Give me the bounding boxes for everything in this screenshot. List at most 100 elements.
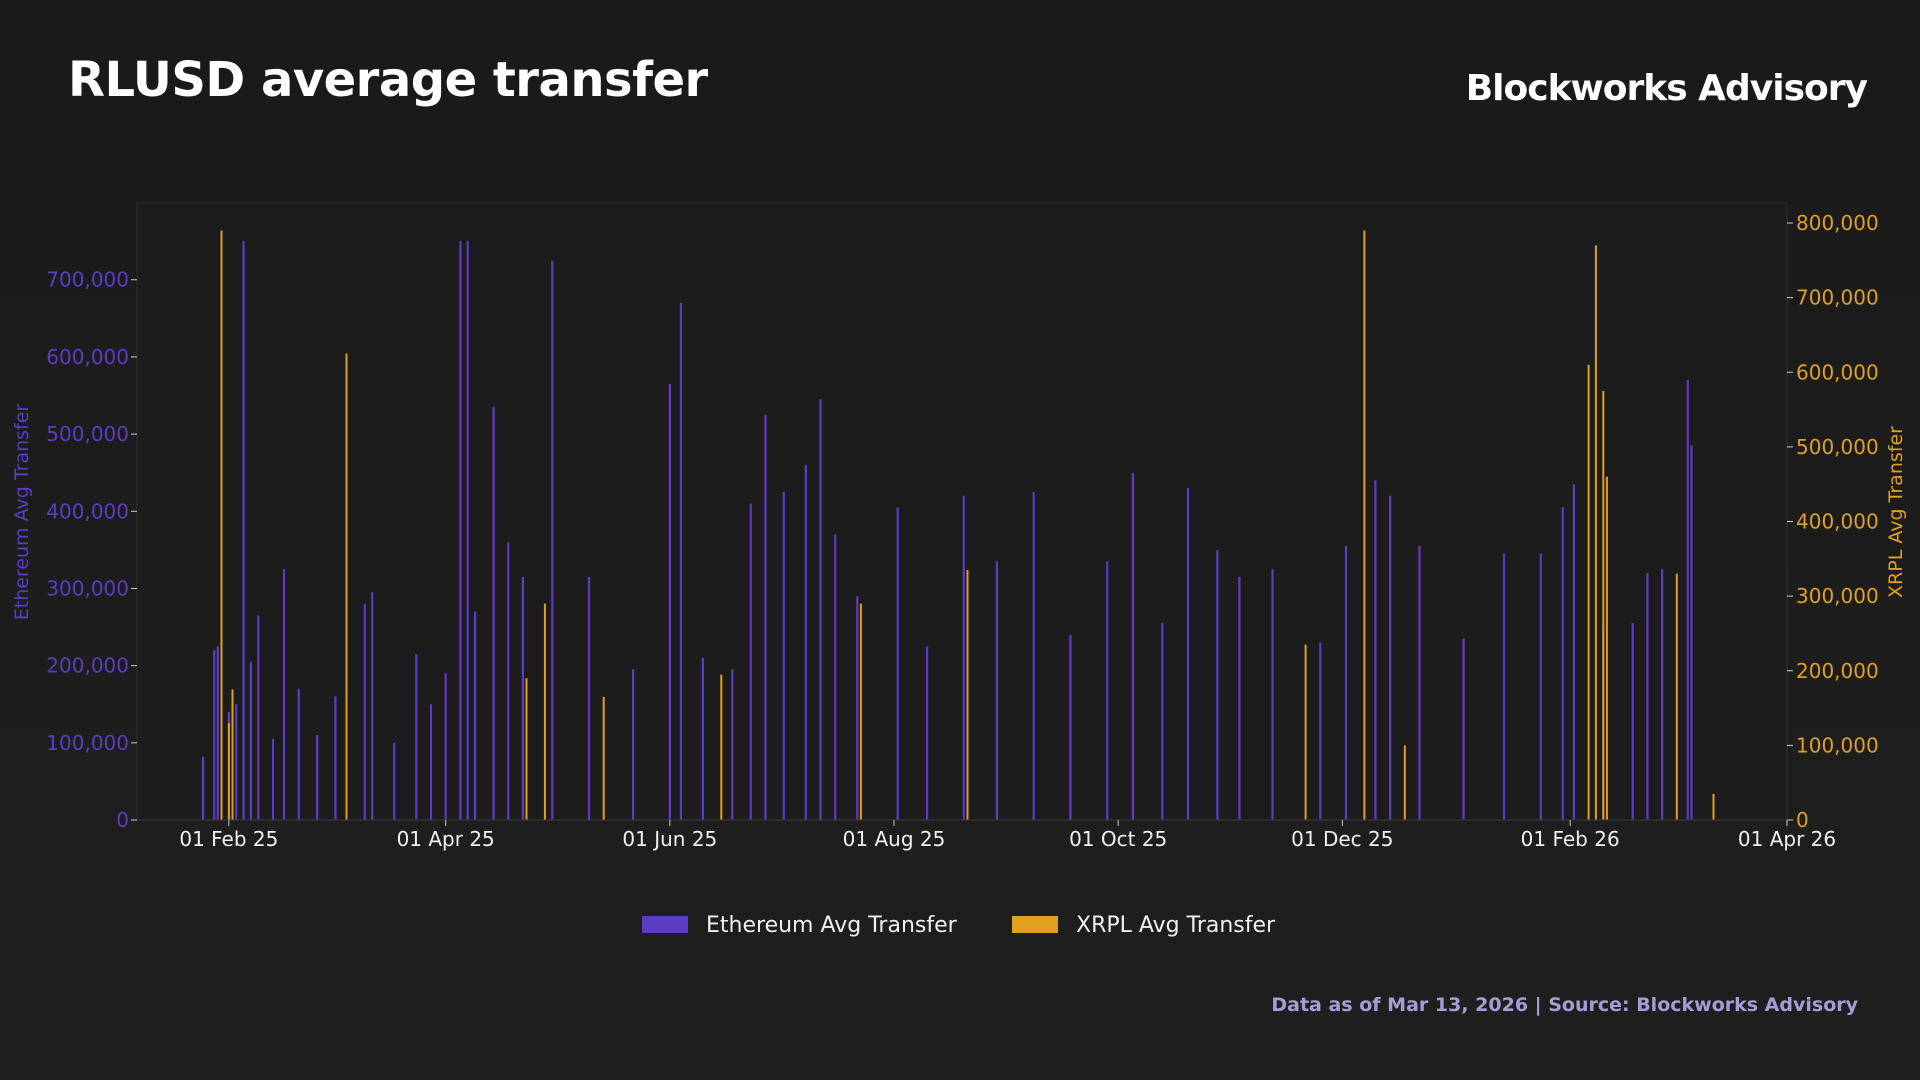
legend-swatch xyxy=(1012,916,1058,933)
ethereum-bar xyxy=(249,661,252,820)
y-right-tick-label: 200,000 xyxy=(1796,659,1879,683)
plot-area xyxy=(136,202,1788,821)
ethereum-bar xyxy=(242,241,245,820)
y-left-tick-label: 600,000 xyxy=(46,345,129,369)
ethereum-bar xyxy=(749,503,752,820)
ethereum-bar xyxy=(819,399,822,820)
y-left-tick-label: 300,000 xyxy=(46,576,129,600)
xrpl-bar xyxy=(345,353,348,820)
ethereum-bar xyxy=(271,739,275,820)
ethereum-bar xyxy=(1690,445,1693,820)
legend-swatch xyxy=(642,916,688,933)
x-tick-label: 01 Apr 25 xyxy=(397,827,495,851)
xrpl-bar xyxy=(1594,245,1597,820)
xrpl-bar xyxy=(543,603,546,820)
legend: Ethereum Avg Transfer XRPL Avg Transfer xyxy=(642,913,1276,938)
ethereum-bar xyxy=(1631,623,1634,820)
ethereum-bar xyxy=(363,603,366,820)
ethereum-bar xyxy=(429,704,433,820)
ethereum-bar xyxy=(1344,546,1348,820)
y-axis-right-label: XRPL Avg Transfer xyxy=(1885,426,1907,598)
ethereum-bar xyxy=(701,657,704,820)
y-left-tick-label: 700,000 xyxy=(46,268,129,292)
ethereum-bar xyxy=(282,569,286,820)
ethereum-bar xyxy=(1561,507,1564,820)
ethereum-bar xyxy=(856,596,859,820)
ethereum-bar xyxy=(1161,623,1164,820)
y-right-tick-label: 100,000 xyxy=(1796,733,1879,757)
ethereum-bar xyxy=(474,611,477,820)
ethereum-bar xyxy=(668,383,671,820)
ethereum-bar xyxy=(466,241,469,820)
x-tick-label: 01 Apr 26 xyxy=(1738,827,1836,851)
x-tick-label: 01 Jun 25 xyxy=(622,827,717,851)
y-right-tick-label: 800,000 xyxy=(1796,211,1879,235)
xrpl-bar xyxy=(966,570,969,820)
y-right-tick-label: 500,000 xyxy=(1796,435,1879,459)
xrpl-bar xyxy=(1587,364,1590,820)
ethereum-bar xyxy=(1186,488,1190,820)
xrpl-bar xyxy=(231,689,234,820)
ethereum-bar xyxy=(507,542,510,820)
y-left-tick-label: 100,000 xyxy=(46,731,129,755)
x-tick-label: 01 Dec 25 xyxy=(1291,827,1393,851)
ethereum-bar xyxy=(1418,546,1421,820)
ethereum-bar xyxy=(521,576,524,820)
ethereum-bar xyxy=(415,654,418,820)
xrpl-bar xyxy=(602,696,605,820)
ethereum-bar xyxy=(1539,553,1542,820)
ethereum-bar xyxy=(896,507,899,820)
ethereum-bar xyxy=(632,669,635,820)
ethereum-bar xyxy=(731,669,734,820)
ethereum-bar xyxy=(1131,472,1134,820)
ethereum-bar xyxy=(764,414,767,820)
ethereum-bar xyxy=(235,704,238,820)
x-tick-label: 01 Feb 26 xyxy=(1521,827,1620,851)
ethereum-bar xyxy=(1389,495,1392,820)
xrpl-bar xyxy=(220,230,223,820)
page-title: RLUSD average transfer xyxy=(68,52,708,108)
ethereum-bar xyxy=(316,735,319,820)
axes-group: 01 Feb 25 01 Apr 25 01 Jun 25 01 Aug 25 01 O… xyxy=(46,211,1878,851)
ethereum-bar xyxy=(804,465,807,820)
bars-group xyxy=(202,230,1715,820)
x-tick-label: 01 Oct 25 xyxy=(1069,827,1167,851)
ethereum-bar xyxy=(551,260,554,820)
ethereum-bar xyxy=(297,688,300,820)
y-left-tick-label: 400,000 xyxy=(46,499,129,523)
ethereum-bar xyxy=(1661,569,1664,820)
ethereum-bar xyxy=(962,495,965,820)
ethereum-bar xyxy=(834,534,837,820)
xrpl-bar xyxy=(1363,230,1366,820)
legend-label: Ethereum Avg Transfer xyxy=(706,913,958,938)
ethereum-bar xyxy=(202,756,205,820)
y-right-tick-label: 300,000 xyxy=(1796,584,1879,608)
xrpl-bar xyxy=(1403,745,1406,820)
y-left-tick-label: 200,000 xyxy=(46,654,129,678)
ethereum-bar xyxy=(492,407,495,820)
ethereum-bar xyxy=(587,576,591,820)
x-tick-label: 01 Aug 25 xyxy=(843,827,946,851)
legend-label: XRPL Avg Transfer xyxy=(1076,913,1276,938)
ethereum-bar xyxy=(1462,638,1465,820)
y-right-tick-label: 700,000 xyxy=(1796,286,1879,310)
ethereum-bar xyxy=(444,673,447,820)
ethereum-bar xyxy=(926,646,929,820)
ethereum-bar xyxy=(1106,561,1109,820)
y-left-tick-label: 500,000 xyxy=(46,422,129,446)
ethereum-bar xyxy=(1686,380,1689,820)
ethereum-bar xyxy=(371,592,374,820)
ethereum-bar xyxy=(1502,553,1506,820)
xrpl-bar xyxy=(1605,476,1608,820)
brand-logo-text: Blockworks Advisory xyxy=(1465,68,1868,109)
ethereum-bar xyxy=(334,696,337,820)
ethereum-bar xyxy=(459,241,462,820)
y-axis-left-label: Ethereum Avg Transfer xyxy=(11,404,33,621)
xrpl-bar xyxy=(1304,644,1307,820)
xrpl-bar xyxy=(525,678,528,820)
x-tick-label: 01 Feb 25 xyxy=(179,827,278,851)
ethereum-bar xyxy=(257,615,260,820)
ethereum-bar xyxy=(1374,480,1377,820)
y-right-tick-label: 600,000 xyxy=(1796,360,1879,384)
